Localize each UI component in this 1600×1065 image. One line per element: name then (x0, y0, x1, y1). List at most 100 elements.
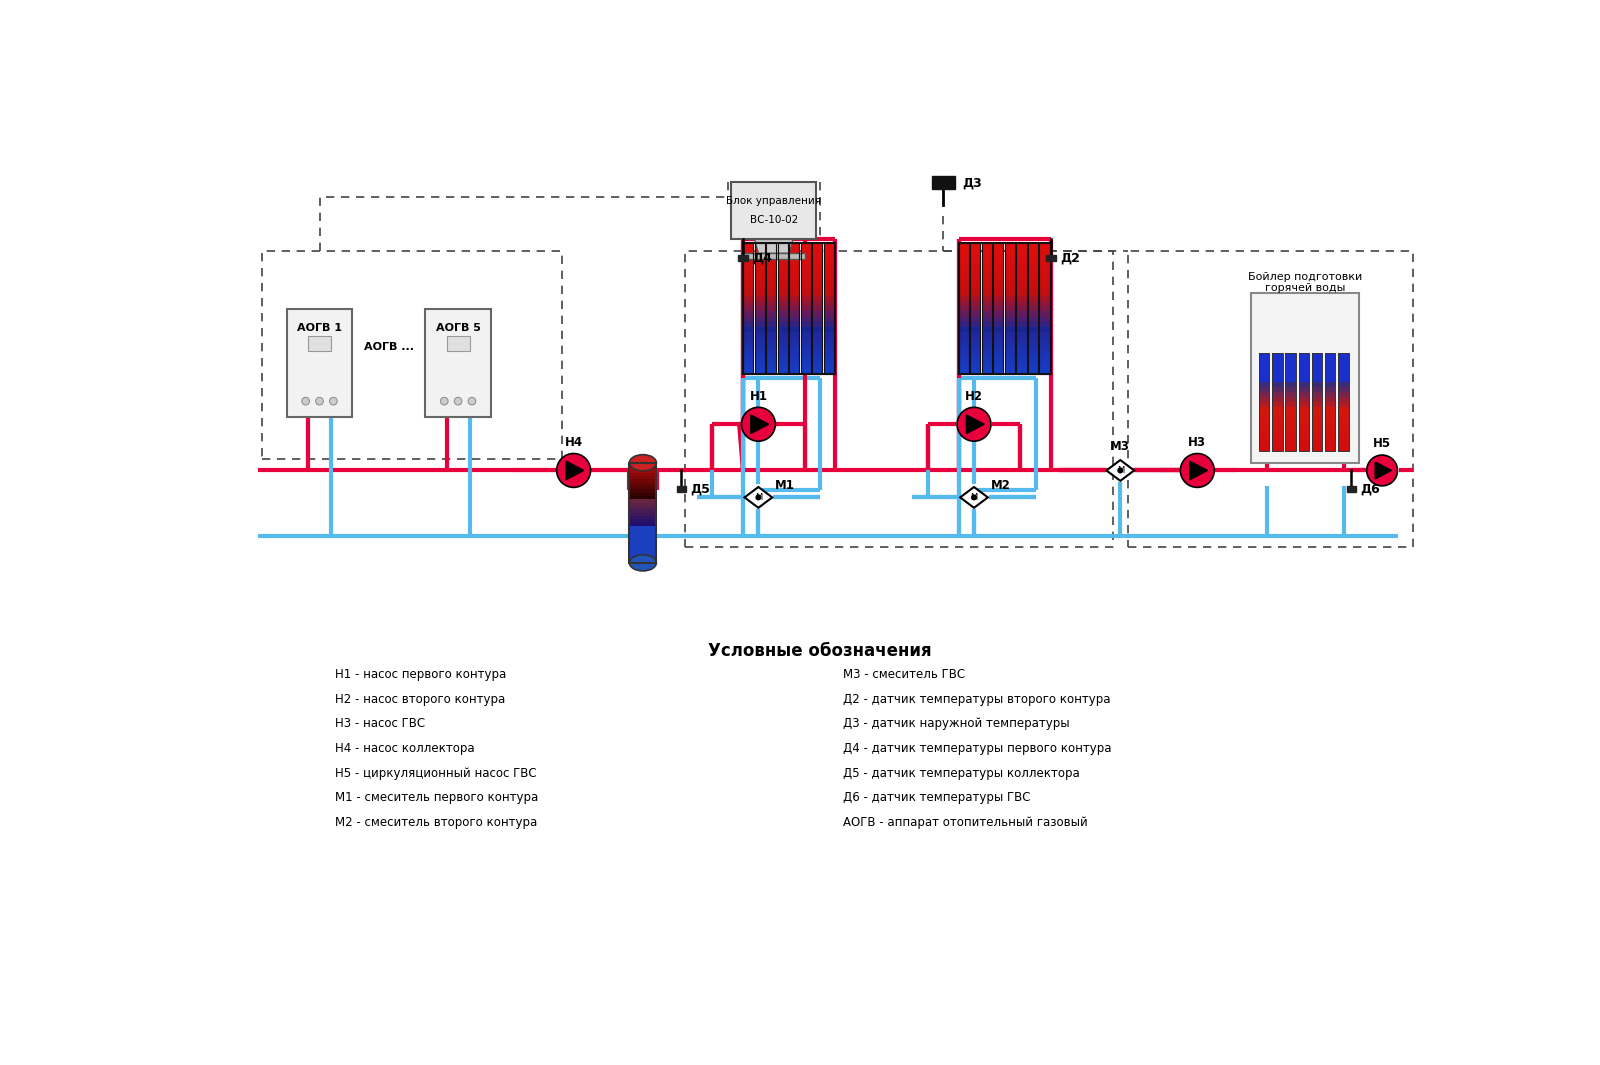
Bar (742, 327, 754, 332)
Bar (742, 311, 754, 316)
Bar (629, 536, 656, 540)
Bar (1016, 332, 1027, 338)
Text: Н2: Н2 (965, 390, 982, 403)
Bar (1299, 403, 1309, 407)
Bar (1027, 322, 1038, 327)
Bar (1299, 431, 1309, 437)
Bar (1312, 412, 1322, 416)
Text: М3 - смеситель ГВС: М3 - смеситель ГВС (843, 668, 965, 681)
Bar (982, 275, 992, 280)
Bar (778, 243, 787, 248)
Bar (1259, 373, 1269, 377)
Bar (755, 253, 765, 259)
Bar (789, 248, 800, 253)
Text: Д2 - датчик температуры второго контура: Д2 - датчик температуры второго контура (843, 692, 1110, 706)
Bar (778, 327, 787, 332)
Bar (742, 338, 754, 343)
Bar (742, 285, 754, 291)
Bar (1016, 253, 1027, 259)
Bar (766, 311, 776, 316)
Bar (1016, 259, 1027, 264)
Bar (1027, 311, 1038, 316)
Bar (778, 368, 787, 374)
Bar (755, 348, 765, 354)
Bar (1338, 422, 1349, 427)
Bar (1259, 446, 1269, 452)
Bar (824, 243, 834, 374)
Bar (1005, 368, 1014, 374)
Bar (1272, 377, 1283, 382)
Text: Блок управления: Блок управления (726, 196, 821, 206)
Bar (994, 296, 1003, 301)
Bar (1312, 441, 1322, 446)
Bar (1325, 367, 1336, 373)
Bar (1272, 363, 1283, 367)
Bar (958, 296, 968, 301)
Bar (1005, 248, 1014, 253)
Bar (970, 368, 981, 374)
Polygon shape (960, 487, 987, 508)
Bar (789, 322, 800, 327)
Bar (800, 368, 811, 374)
Bar (778, 253, 787, 259)
Bar (742, 359, 754, 364)
Bar (970, 253, 981, 259)
Bar (1259, 353, 1269, 452)
Bar (1338, 431, 1349, 437)
Bar (755, 306, 765, 311)
Bar (766, 296, 776, 301)
Bar (742, 343, 754, 348)
Bar (824, 253, 834, 259)
Bar (755, 359, 765, 364)
FancyBboxPatch shape (426, 309, 491, 416)
Bar (970, 364, 981, 368)
Text: Н1 - насос первого контура: Н1 - насос первого контура (334, 668, 506, 681)
Bar (789, 359, 800, 364)
Bar (970, 343, 981, 348)
Bar (1347, 486, 1355, 492)
Bar (1040, 259, 1050, 264)
Bar (1016, 264, 1027, 269)
Text: Н3: Н3 (1189, 436, 1206, 448)
Bar (1272, 392, 1283, 397)
Bar (994, 285, 1003, 291)
Bar (1325, 441, 1336, 446)
Bar (1285, 427, 1296, 431)
Bar (778, 322, 787, 327)
Bar (1040, 332, 1050, 338)
Bar (994, 343, 1003, 348)
Bar (1338, 392, 1349, 397)
Bar (742, 253, 805, 259)
Bar (1005, 316, 1014, 322)
Bar (1005, 311, 1014, 316)
Bar (813, 368, 822, 374)
Bar (1027, 253, 1038, 259)
Bar (970, 301, 981, 306)
Bar (1040, 359, 1050, 364)
Bar (778, 316, 787, 322)
Bar (742, 264, 754, 269)
Bar (755, 338, 765, 343)
Bar (1005, 338, 1014, 343)
Bar (813, 259, 822, 264)
Bar (813, 359, 822, 364)
Bar (629, 550, 656, 553)
Bar (813, 332, 822, 338)
Bar (800, 348, 811, 354)
Bar (1299, 353, 1309, 358)
Bar (1040, 306, 1050, 311)
Bar (800, 338, 811, 343)
Bar (800, 285, 811, 291)
Bar (1312, 431, 1322, 437)
Bar (1259, 382, 1269, 388)
Bar (1016, 248, 1027, 253)
Bar (1338, 397, 1349, 403)
Bar (789, 285, 800, 291)
Bar (1005, 343, 1014, 348)
Bar (1027, 248, 1038, 253)
Bar (982, 332, 992, 338)
Bar (1040, 243, 1050, 374)
Bar (766, 280, 776, 285)
Bar (1338, 437, 1349, 441)
Bar (742, 354, 754, 359)
